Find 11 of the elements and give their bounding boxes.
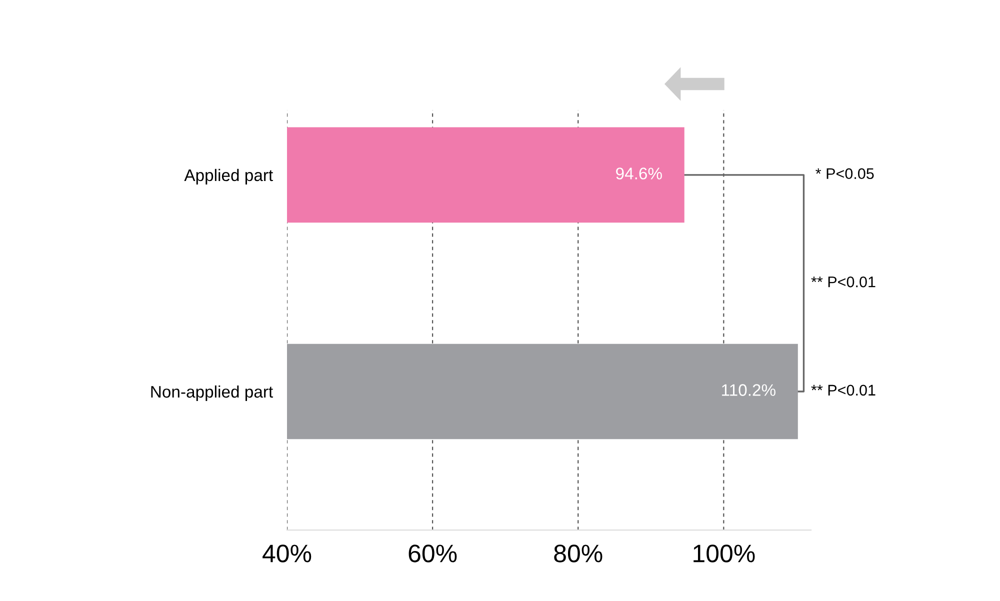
y-tick-label: Non-applied part xyxy=(151,385,273,401)
text: ** P<0.01 xyxy=(811,276,876,288)
x-tick-label: 40% xyxy=(262,544,312,562)
data-label: 110.2% xyxy=(722,384,776,396)
y-tick-label: Applied part xyxy=(184,168,273,184)
text: * P<0.05 xyxy=(816,168,874,180)
x-tick-label: 100% xyxy=(694,544,755,562)
x-tick-label: 80% xyxy=(554,544,602,562)
x-tick-label: 60% xyxy=(408,544,457,562)
data-label: 94.6% xyxy=(616,168,662,180)
text: ** P<0.01 xyxy=(811,384,876,396)
